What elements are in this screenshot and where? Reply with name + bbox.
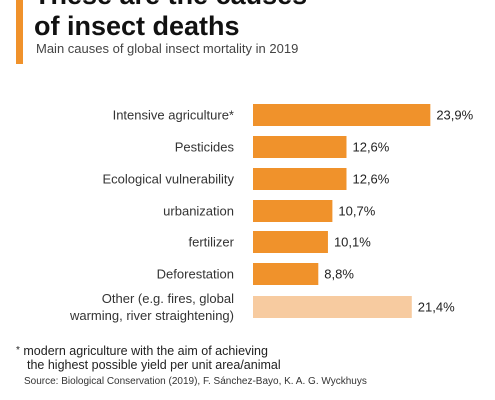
value-label-1: 12,6% — [352, 140, 389, 155]
category-label-5: Deforestation — [157, 267, 234, 282]
category-label-4: fertilizer — [188, 235, 234, 250]
bar-5 — [253, 263, 319, 285]
category-label-6-0: Other (e.g. fires, global — [102, 291, 234, 306]
value-label-5: 8,8% — [324, 267, 354, 282]
value-label-0: 23,9% — [436, 108, 473, 123]
footnote: * modern agriculture with the aim of ach… — [16, 344, 281, 372]
bar-6 — [253, 296, 412, 318]
bar-4 — [253, 231, 328, 253]
category-label-2: Ecological vulnerability — [102, 172, 234, 187]
title-accent-bar — [16, 0, 23, 64]
value-label-3: 10,7% — [338, 204, 375, 219]
value-label-6: 21,4% — [418, 300, 455, 315]
title-line-1: These are the causes — [34, 0, 307, 10]
footnote-line-2: the highest possible yield per unit area… — [27, 358, 281, 372]
bar-1 — [253, 136, 347, 158]
footnote-line-1: modern agriculture with the aim of achie… — [23, 344, 268, 358]
category-label-1: Pesticides — [175, 140, 235, 155]
bar-2 — [253, 168, 347, 190]
category-label-6-1: warming, river straightening) — [69, 308, 234, 323]
value-label-4: 10,1% — [334, 235, 371, 250]
category-label-3: urbanization — [163, 204, 234, 219]
footnote-marker: * — [16, 345, 20, 356]
chart-subtitle: Main causes of global insect mortality i… — [36, 41, 299, 56]
bar-3 — [253, 200, 333, 222]
category-label-0: Intensive agriculture* — [113, 108, 234, 123]
title-line-2: of insect deaths — [34, 11, 240, 41]
source-note: Source: Biological Conservation (2019), … — [24, 376, 367, 387]
bar-0 — [253, 104, 431, 126]
value-label-2: 12,6% — [352, 172, 389, 187]
page-title: These are the causes of insect deaths — [34, 0, 307, 42]
